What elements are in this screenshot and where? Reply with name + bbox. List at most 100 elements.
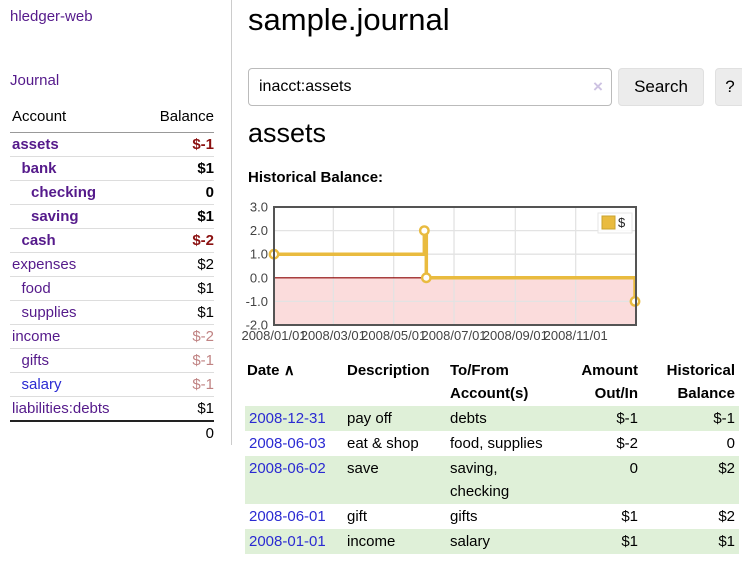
- register-row: 2008-06-02 save saving, checking 0 $2: [245, 456, 739, 504]
- transaction-accounts: food, supplies: [450, 435, 543, 452]
- register-header: Date ∧ Description To/From Account(s) Am…: [245, 358, 739, 406]
- legend-swatch: [601, 215, 616, 230]
- account-row: supplies $1: [10, 300, 214, 325]
- transaction-amount: 0: [629, 460, 638, 477]
- account-link[interactable]: income: [12, 328, 61, 345]
- svg-text:2008/01/01: 2008/01/01: [241, 328, 306, 343]
- account-link[interactable]: checking: [31, 184, 97, 201]
- sort-ascending-icon: ∧: [283, 362, 295, 379]
- legend-label: $: [618, 215, 626, 230]
- accounts-col-balance: Balance: [140, 104, 214, 133]
- transaction-balance: 0: [726, 435, 735, 452]
- svg-text:2008/03/01: 2008/03/01: [301, 328, 366, 343]
- account-link[interactable]: gifts: [21, 352, 50, 369]
- transaction-balance: $1: [718, 533, 735, 550]
- account-row: expenses $2: [10, 252, 214, 277]
- transaction-description: save: [347, 460, 379, 477]
- account-balance: $-1: [140, 348, 214, 373]
- transaction-balance: $2: [718, 508, 735, 525]
- accounts-col-account: Account: [10, 104, 141, 133]
- register-row: 2008-06-01 gift gifts $1 $2: [245, 504, 739, 529]
- transaction-balance: $-1: [713, 410, 735, 427]
- account-row: food $1: [10, 276, 214, 301]
- svg-text:2008/09/01: 2008/09/01: [483, 328, 548, 343]
- transaction-description: gift: [347, 508, 368, 525]
- clear-search-icon[interactable]: ×: [593, 77, 603, 96]
- transaction-description: eat & shop: [347, 435, 419, 452]
- sidebar-item-journal[interactable]: Journal: [10, 72, 60, 89]
- register-row: 2008-06-03 eat & shop food, supplies $-2…: [245, 431, 739, 456]
- register-col-description: Description: [347, 362, 430, 379]
- main-content: sample.journal × Search ? assets Histori…: [241, 0, 742, 582]
- account-balance: $-2: [140, 228, 214, 253]
- account-row: assets $-1: [10, 133, 214, 157]
- accounts-table-header: Account Balance: [10, 104, 214, 133]
- account-link[interactable]: cash: [21, 232, 56, 249]
- account-row: income $-2: [10, 324, 214, 349]
- accounts-total-row: 0: [10, 420, 214, 445]
- account-row: saving $1: [10, 204, 214, 229]
- register-table: Date ∧ Description To/From Account(s) Am…: [245, 358, 739, 554]
- search-bar: × Search ?: [248, 68, 742, 106]
- register-col-amount: Amount Out/In: [581, 362, 638, 402]
- account-row: cash $-2: [10, 228, 214, 253]
- svg-text:2008/11/01: 2008/11/01: [544, 328, 608, 343]
- chart-label: Historical Balance:: [248, 169, 384, 186]
- transaction-amount: $1: [621, 508, 638, 525]
- account-link[interactable]: salary: [21, 376, 62, 393]
- account-heading: assets: [248, 118, 327, 148]
- account-link[interactable]: saving: [31, 208, 79, 225]
- balance-chart: 3.0 2.0 1.0 0.0 -1.0 -2.0 2008/01/01 2008/03/01…: [241, 200, 742, 345]
- account-link[interactable]: food: [21, 280, 51, 297]
- transaction-date-link[interactable]: 2008-06-03: [249, 435, 326, 452]
- account-row: checking 0: [10, 180, 214, 205]
- search-button[interactable]: Search: [618, 68, 704, 106]
- svg-text:0.0: 0.0: [250, 270, 268, 285]
- register-col-date[interactable]: Date ∧: [247, 362, 295, 379]
- account-link[interactable]: expenses: [12, 256, 77, 273]
- account-balance: $1: [140, 396, 214, 421]
- account-link[interactable]: bank: [21, 160, 57, 177]
- account-row: liabilities:debts $1: [10, 396, 214, 421]
- account-row: gifts $-1: [10, 348, 214, 373]
- page-title: sample.journal: [248, 2, 450, 37]
- accounts-total: 0: [140, 420, 214, 445]
- account-link[interactable]: liabilities:debts: [12, 400, 110, 417]
- account-balance: $1: [140, 276, 214, 301]
- account-balance: $2: [140, 252, 214, 277]
- transaction-amount: $-1: [616, 410, 638, 427]
- svg-text:-1.0: -1.0: [246, 294, 268, 309]
- transaction-accounts: gifts: [450, 508, 478, 525]
- account-balance: $-2: [140, 324, 214, 349]
- svg-text:3.0: 3.0: [250, 200, 268, 215]
- register-row: 2008-01-01 income salary $1 $1: [245, 529, 739, 554]
- svg-text:-2.0: -2.0: [246, 318, 268, 333]
- sidebar: hledger-web Journal Account Balance asse…: [0, 0, 232, 445]
- account-link[interactable]: supplies: [21, 304, 77, 321]
- account-balance: $-1: [140, 372, 214, 397]
- transaction-description: pay off: [347, 410, 392, 427]
- account-balance: $1: [140, 156, 214, 181]
- register-col-accounts: To/From Account(s): [450, 362, 529, 402]
- account-balance: $1: [140, 300, 214, 325]
- transaction-date-link[interactable]: 2008-06-01: [249, 508, 326, 525]
- account-balance: 0: [140, 180, 214, 205]
- account-link[interactable]: assets: [12, 136, 59, 153]
- transaction-accounts: debts: [450, 410, 487, 427]
- transaction-accounts: saving, checking: [450, 460, 510, 500]
- search-input[interactable]: [248, 68, 612, 106]
- transaction-date-link[interactable]: 2008-01-01: [249, 533, 326, 550]
- account-row: bank $1: [10, 156, 214, 181]
- svg-text:2008/05/01: 2008/05/01: [361, 328, 426, 343]
- register-row: 2008-12-31 pay off debts $-1 $-1: [245, 406, 739, 431]
- app-title-link[interactable]: hledger-web: [10, 8, 93, 25]
- transaction-date-link[interactable]: 2008-12-31: [249, 410, 326, 427]
- transaction-date-link[interactable]: 2008-06-02: [249, 460, 326, 477]
- accounts-table: Account Balance assets $-1 bank $1 check…: [10, 104, 214, 445]
- transaction-balance: $2: [718, 460, 735, 477]
- transaction-amount: $-2: [616, 435, 638, 452]
- svg-text:1.0: 1.0: [250, 247, 268, 262]
- account-row: salary $-1: [10, 372, 214, 397]
- help-button[interactable]: ?: [715, 68, 742, 106]
